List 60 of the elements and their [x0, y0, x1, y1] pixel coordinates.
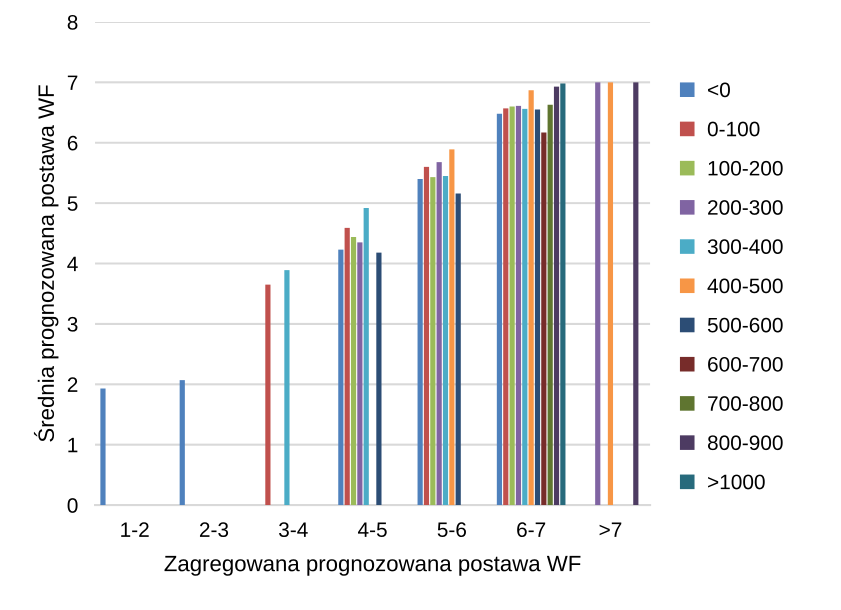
x-tick-label: 4-5	[358, 522, 387, 538]
bar	[442, 176, 448, 506]
legend-label: 0-100	[708, 122, 760, 136]
y-tick-label: 6	[68, 136, 78, 150]
bar	[100, 388, 106, 506]
x-axis-title: Zagregowana prognozowana postawa WF	[164, 556, 580, 576]
bar	[430, 177, 436, 506]
bar	[496, 114, 502, 506]
bar	[503, 108, 508, 506]
bar	[510, 106, 515, 506]
bar	[595, 82, 600, 506]
legend-label: 700-800	[708, 396, 783, 411]
bar	[357, 242, 362, 506]
bar	[456, 193, 461, 506]
bar	[633, 82, 638, 506]
y-tick-label: 2	[68, 377, 78, 392]
x-tick-label: 6-7	[517, 522, 546, 538]
bar	[449, 149, 454, 506]
bar	[338, 250, 344, 506]
y-axis-title: Średnia prognozowana postawa WF	[34, 85, 58, 442]
x-tick-label: 2-3	[200, 522, 228, 538]
bar	[522, 108, 528, 506]
legend-label: 500-600	[708, 318, 783, 332]
legend-label: 800-900	[708, 435, 783, 450]
bar	[284, 270, 290, 506]
legend-label: 600-700	[708, 356, 783, 372]
bar	[516, 106, 522, 506]
y-tick-label: 4	[67, 256, 78, 272]
bar	[376, 252, 382, 506]
y-tick-label: 3	[68, 316, 78, 332]
x-tick-label: 3-4	[279, 522, 308, 538]
bar	[364, 208, 369, 506]
legend-label: <0	[708, 82, 730, 98]
y-tick-label: 5	[68, 196, 78, 211]
bar	[548, 104, 553, 506]
x-tick-label: >7	[600, 522, 622, 537]
y-tick-label: 1	[68, 438, 78, 452]
bar	[424, 166, 430, 506]
bar	[534, 110, 540, 506]
bar	[265, 284, 270, 506]
legend-label: >1000	[708, 474, 765, 490]
bar	[541, 132, 546, 506]
legend-label: 200-300	[708, 200, 783, 215]
bar	[554, 86, 560, 506]
legend-label: 400-500	[708, 278, 783, 294]
bar	[528, 90, 534, 506]
y-tick-label: 8	[68, 14, 78, 30]
bar	[608, 82, 614, 506]
bar	[436, 162, 442, 506]
bar	[344, 228, 350, 506]
bar	[180, 380, 185, 506]
x-tick-label: 1-2	[121, 522, 149, 537]
y-tick-label: 7	[68, 76, 78, 90]
bar	[350, 236, 356, 506]
x-tick-label: 5-6	[438, 522, 466, 538]
legend-label: 300-400	[708, 239, 783, 254]
legend-label: 100-200	[708, 160, 783, 176]
bar	[560, 84, 566, 506]
bar	[418, 178, 423, 506]
y-tick-label: 0	[68, 498, 78, 513]
